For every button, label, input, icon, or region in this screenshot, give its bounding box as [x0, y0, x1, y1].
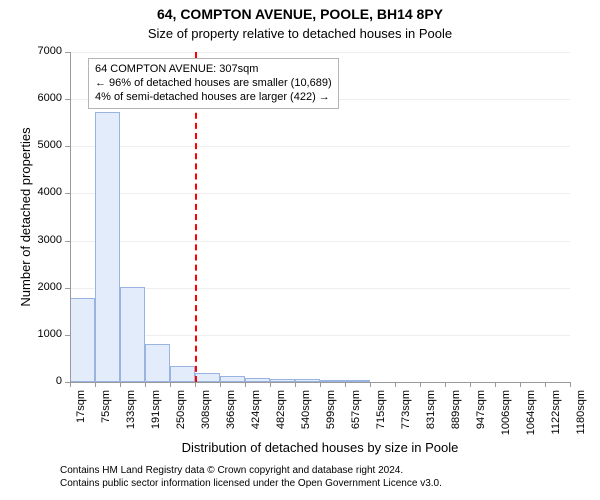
y-tick-label: 5000 — [22, 139, 62, 151]
footer-line-1: Contains HM Land Registry data © Crown c… — [0, 464, 600, 477]
gridline — [70, 52, 570, 53]
x-tick-mark — [470, 382, 471, 387]
x-tick-mark — [320, 382, 321, 387]
info-line-1: 64 COMPTON AVENUE: 307sqm — [95, 63, 332, 77]
histogram-bar — [70, 298, 95, 382]
x-tick-mark — [70, 382, 71, 387]
x-tick-mark — [245, 382, 246, 387]
gridline — [70, 241, 570, 242]
x-tick-label: 831sqm — [425, 390, 437, 450]
footer-line-2: Contains public sector information licen… — [0, 477, 600, 490]
x-tick-mark — [495, 382, 496, 387]
y-tick-label: 7000 — [22, 45, 62, 57]
x-tick-mark — [520, 382, 521, 387]
x-tick-label: 715sqm — [375, 390, 387, 450]
chart-title: 64, COMPTON AVENUE, POOLE, BH14 8PY — [0, 6, 600, 22]
x-tick-mark — [395, 382, 396, 387]
x-tick-label: 75sqm — [100, 390, 112, 450]
x-tick-label: 1064sqm — [525, 390, 537, 450]
info-box: 64 COMPTON AVENUE: 307sqm← 96% of detach… — [88, 58, 339, 109]
x-tick-label: 889sqm — [450, 390, 462, 450]
footer-attribution: Contains HM Land Registry data © Crown c… — [0, 464, 600, 490]
x-tick-label: 366sqm — [225, 390, 237, 450]
x-tick-mark — [545, 382, 546, 387]
histogram-bar — [170, 366, 195, 383]
y-tick-label: 3000 — [22, 234, 62, 246]
x-tick-label: 17sqm — [75, 390, 87, 450]
gridline — [70, 335, 570, 336]
x-tick-mark — [295, 382, 296, 387]
x-tick-label: 1122sqm — [550, 390, 562, 450]
y-tick-label: 6000 — [22, 92, 62, 104]
x-tick-mark — [120, 382, 121, 387]
info-line-2: ← 96% of detached houses are smaller (10… — [95, 77, 332, 91]
x-tick-mark — [370, 382, 371, 387]
y-tick-label: 1000 — [22, 328, 62, 340]
x-tick-label: 191sqm — [150, 390, 162, 450]
x-tick-label: 482sqm — [275, 390, 287, 450]
histogram-bar — [120, 287, 145, 382]
x-tick-mark — [420, 382, 421, 387]
x-tick-label: 308sqm — [200, 390, 212, 450]
histogram-bar — [145, 344, 170, 382]
x-tick-mark — [345, 382, 346, 387]
x-tick-mark — [195, 382, 196, 387]
x-tick-mark — [445, 382, 446, 387]
x-tick-mark — [220, 382, 221, 387]
x-tick-label: 657sqm — [350, 390, 362, 450]
x-tick-label: 424sqm — [250, 390, 262, 450]
x-tick-label: 947sqm — [475, 390, 487, 450]
x-tick-mark — [270, 382, 271, 387]
info-line-3: 4% of semi-detached houses are larger (4… — [95, 91, 332, 105]
x-tick-mark — [95, 382, 96, 387]
x-tick-mark — [570, 382, 571, 387]
gridline — [70, 193, 570, 194]
x-tick-label: 1180sqm — [575, 390, 587, 450]
x-tick-label: 1006sqm — [500, 390, 512, 450]
x-tick-label: 599sqm — [325, 390, 337, 450]
histogram-bar — [195, 373, 220, 382]
gridline — [70, 146, 570, 147]
x-tick-label: 773sqm — [400, 390, 412, 450]
y-tick-label: 4000 — [22, 186, 62, 198]
x-tick-label: 540sqm — [300, 390, 312, 450]
gridline — [70, 288, 570, 289]
x-axis-label: Distribution of detached houses by size … — [70, 440, 570, 455]
x-tick-mark — [145, 382, 146, 387]
y-axis-line — [70, 52, 71, 382]
x-tick-label: 250sqm — [175, 390, 187, 450]
y-tick-label: 2000 — [22, 281, 62, 293]
x-tick-label: 133sqm — [125, 390, 137, 450]
histogram-bar — [95, 112, 120, 382]
x-tick-mark — [170, 382, 171, 387]
chart-subtitle: Size of property relative to detached ho… — [0, 26, 600, 41]
y-tick-label: 0 — [22, 375, 62, 387]
